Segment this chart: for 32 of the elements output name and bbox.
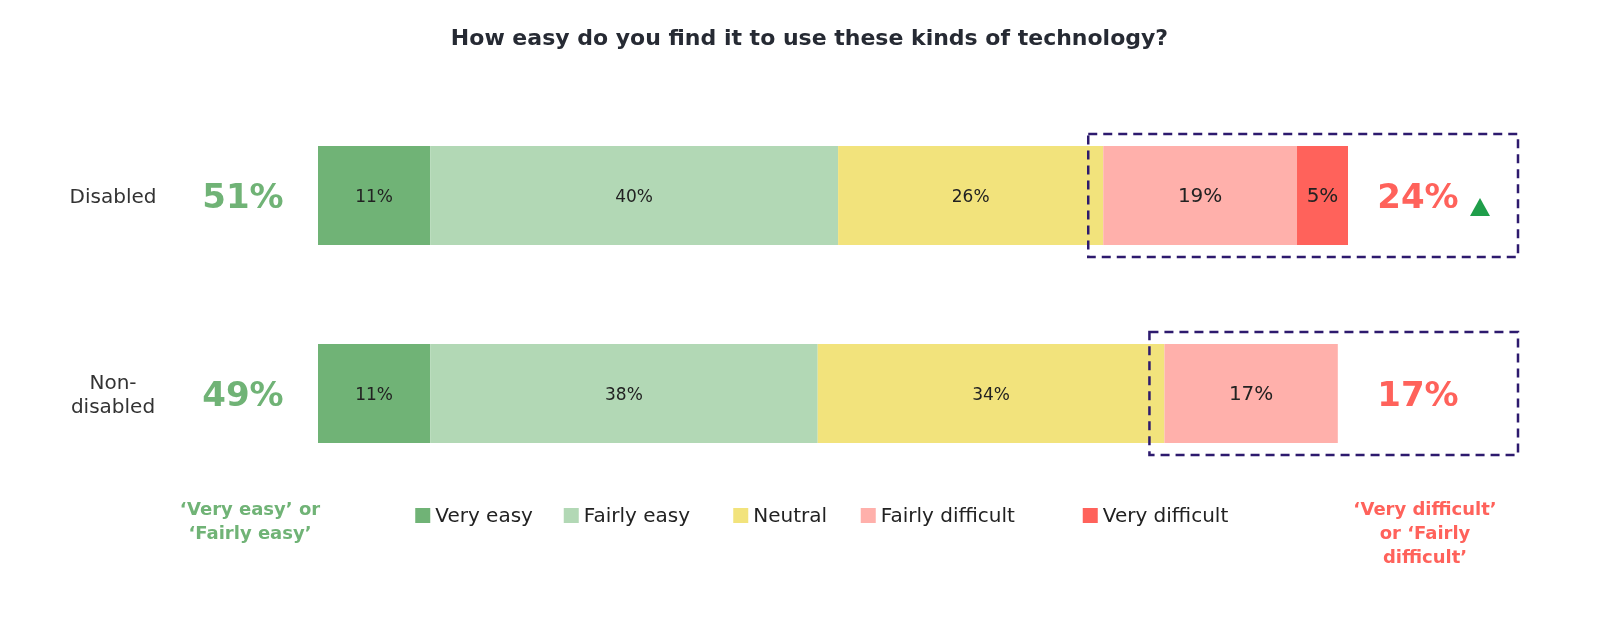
text: ‘Very easy’ or ‘Fairly easy’ xyxy=(179,498,321,543)
bar xyxy=(838,146,1104,245)
data-label: 40% xyxy=(615,185,654,206)
chart-title: How easy do you find it to use these kinds of technology? xyxy=(450,25,1169,50)
bar xyxy=(1103,146,1298,245)
y-tick-label: Disabled xyxy=(69,183,157,208)
legend-label: Very difficult xyxy=(1102,503,1229,527)
y-tick-label: Non-disabled xyxy=(70,369,156,418)
data-label: 17% xyxy=(1228,380,1274,405)
bar xyxy=(430,146,839,245)
bar xyxy=(430,344,818,443)
bar xyxy=(1297,146,1348,245)
data-label: 5% xyxy=(1306,182,1339,207)
data-label: 34% xyxy=(972,383,1010,404)
bar xyxy=(817,344,1165,443)
text: ‘Very difficult’ or ‘Fairly difficult’ xyxy=(1353,498,1497,567)
data-label: 26% xyxy=(951,185,990,206)
legend-label: Fairly difficult xyxy=(880,503,1016,527)
legend-label: Neutral xyxy=(753,503,828,527)
data-label: 11% xyxy=(355,383,393,404)
data-label: 19% xyxy=(1177,182,1223,207)
data-label: 38% xyxy=(605,383,643,404)
data-label: 11% xyxy=(355,185,393,206)
text: 24% xyxy=(1377,175,1459,216)
bar xyxy=(318,344,431,443)
legend-label: Very easy xyxy=(435,503,534,527)
text: 49% xyxy=(202,373,284,414)
text: 17% xyxy=(1377,373,1459,414)
legend-label: Fairly easy xyxy=(583,503,691,527)
bar xyxy=(1164,344,1338,443)
bar xyxy=(318,146,431,245)
text: 51% xyxy=(202,175,284,216)
